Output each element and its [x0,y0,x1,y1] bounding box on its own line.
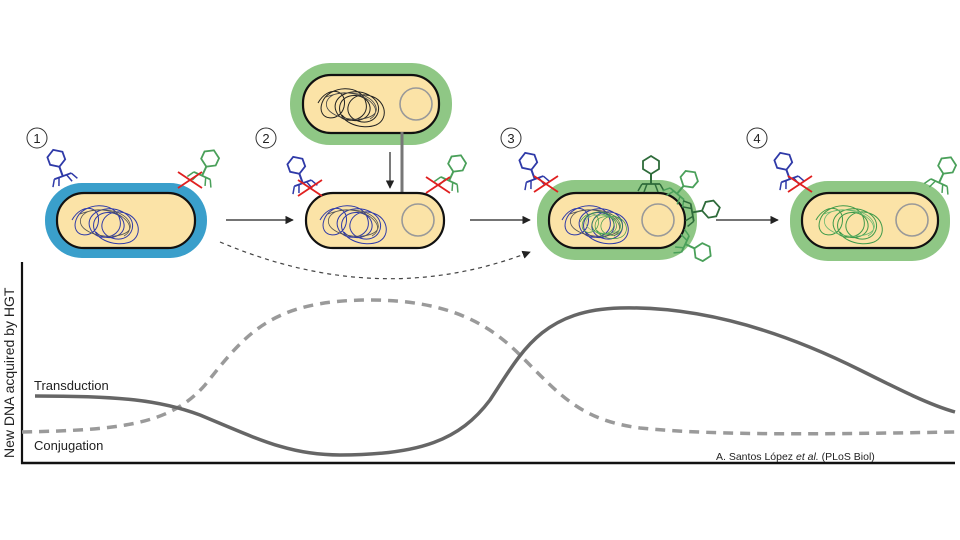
step-badge-1: 1 [26,127,48,149]
phage-icon [39,144,79,190]
transduction-curve [34,306,956,457]
step-badge-3: 3 [500,127,522,149]
svg-text:3: 3 [507,131,514,146]
cell-4 [790,181,950,261]
transduction-label: Transduction [34,378,109,393]
conjugation-curve [21,298,956,436]
cell-2 [304,191,446,250]
conjugation-label: Conjugation [34,438,103,453]
cross-icon [297,179,323,197]
step-badge-4: 4 [746,127,768,149]
credit-text: A. Santos López et al. (PLoS Biol) [716,451,875,463]
donor-cell [290,63,452,145]
y-axis-label: New DNA acquired by HGT [1,287,17,458]
dashed-arrow-1-3 [219,241,531,280]
svg-text:4: 4 [753,131,760,146]
svg-text:2: 2 [262,131,269,146]
svg-text:1: 1 [33,131,40,146]
cell-3 [537,180,697,260]
cell-1 [45,183,207,258]
step-badge-2: 2 [255,127,277,149]
